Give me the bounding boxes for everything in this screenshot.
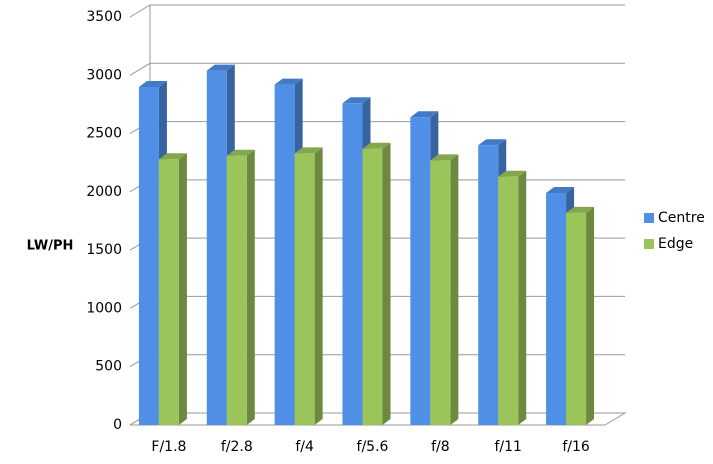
- y-tick-label: 2000: [86, 184, 122, 200]
- y-tick-label: 1500: [86, 242, 122, 258]
- bar: [342, 103, 363, 426]
- bar-side: [382, 142, 391, 425]
- y-tick-label: 2500: [86, 126, 122, 142]
- bar-top: [362, 142, 391, 149]
- bar-group: [566, 206, 595, 425]
- bar-top: [138, 80, 167, 87]
- bar: [566, 212, 587, 425]
- bar-top: [158, 153, 187, 160]
- bar-top: [206, 64, 235, 71]
- y-axis-label: LW/PH: [27, 239, 74, 254]
- grid-line: [129, 62, 625, 76]
- x-tick-label: f/8: [431, 439, 450, 455]
- legend-swatch: [644, 239, 654, 249]
- bar-side: [518, 170, 527, 425]
- bar-top: [546, 187, 575, 194]
- y-tick-label: 1000: [86, 300, 122, 316]
- x-tick-label: f/4: [295, 439, 314, 455]
- bar: [158, 159, 179, 425]
- bar-group: [498, 170, 527, 425]
- x-tick-label: F/1.8: [151, 439, 186, 455]
- grid-line: [129, 4, 625, 18]
- y-tick-label: 3000: [86, 67, 122, 83]
- x-tick-label: f/11: [494, 439, 521, 455]
- bar-group: [158, 153, 187, 425]
- bar: [274, 84, 295, 426]
- grid-line: [129, 121, 625, 135]
- bar-group: [294, 147, 323, 426]
- x-tick-label: f/5.6: [357, 439, 389, 455]
- y-tick-label: 0: [113, 417, 122, 433]
- bar-side: [314, 147, 323, 426]
- bar: [206, 70, 227, 425]
- bar: [546, 193, 567, 425]
- y-tick-label: 3500: [86, 9, 122, 25]
- y-tick-label: 500: [95, 359, 122, 375]
- bar-top: [410, 111, 439, 118]
- bar-top: [274, 78, 303, 85]
- bar: [226, 155, 247, 425]
- bar-top: [566, 206, 595, 213]
- bar-group: [226, 149, 255, 425]
- legend-label: Centre: [658, 210, 705, 226]
- bar-top: [498, 170, 527, 177]
- x-tick-label: f/2.8: [221, 439, 253, 455]
- bar: [478, 145, 499, 425]
- bar: [410, 117, 431, 425]
- bar-top: [226, 149, 255, 156]
- legend-label: Edge: [658, 236, 693, 252]
- bar: [294, 153, 315, 426]
- bar: [498, 176, 519, 425]
- bar-top: [294, 147, 323, 154]
- bar-group: [362, 142, 391, 425]
- bar-side: [246, 149, 255, 425]
- bar-side: [178, 153, 187, 425]
- bar-group: [430, 154, 459, 425]
- legend-swatch: [644, 213, 654, 223]
- bar-top: [478, 139, 507, 146]
- bar: [138, 86, 159, 425]
- x-tick-label: f/16: [562, 439, 590, 455]
- bar-side: [450, 154, 459, 425]
- bar-side: [586, 206, 595, 425]
- bar-top: [430, 154, 459, 161]
- bar: [430, 160, 451, 425]
- bar-top: [342, 97, 371, 104]
- bar: [362, 148, 383, 425]
